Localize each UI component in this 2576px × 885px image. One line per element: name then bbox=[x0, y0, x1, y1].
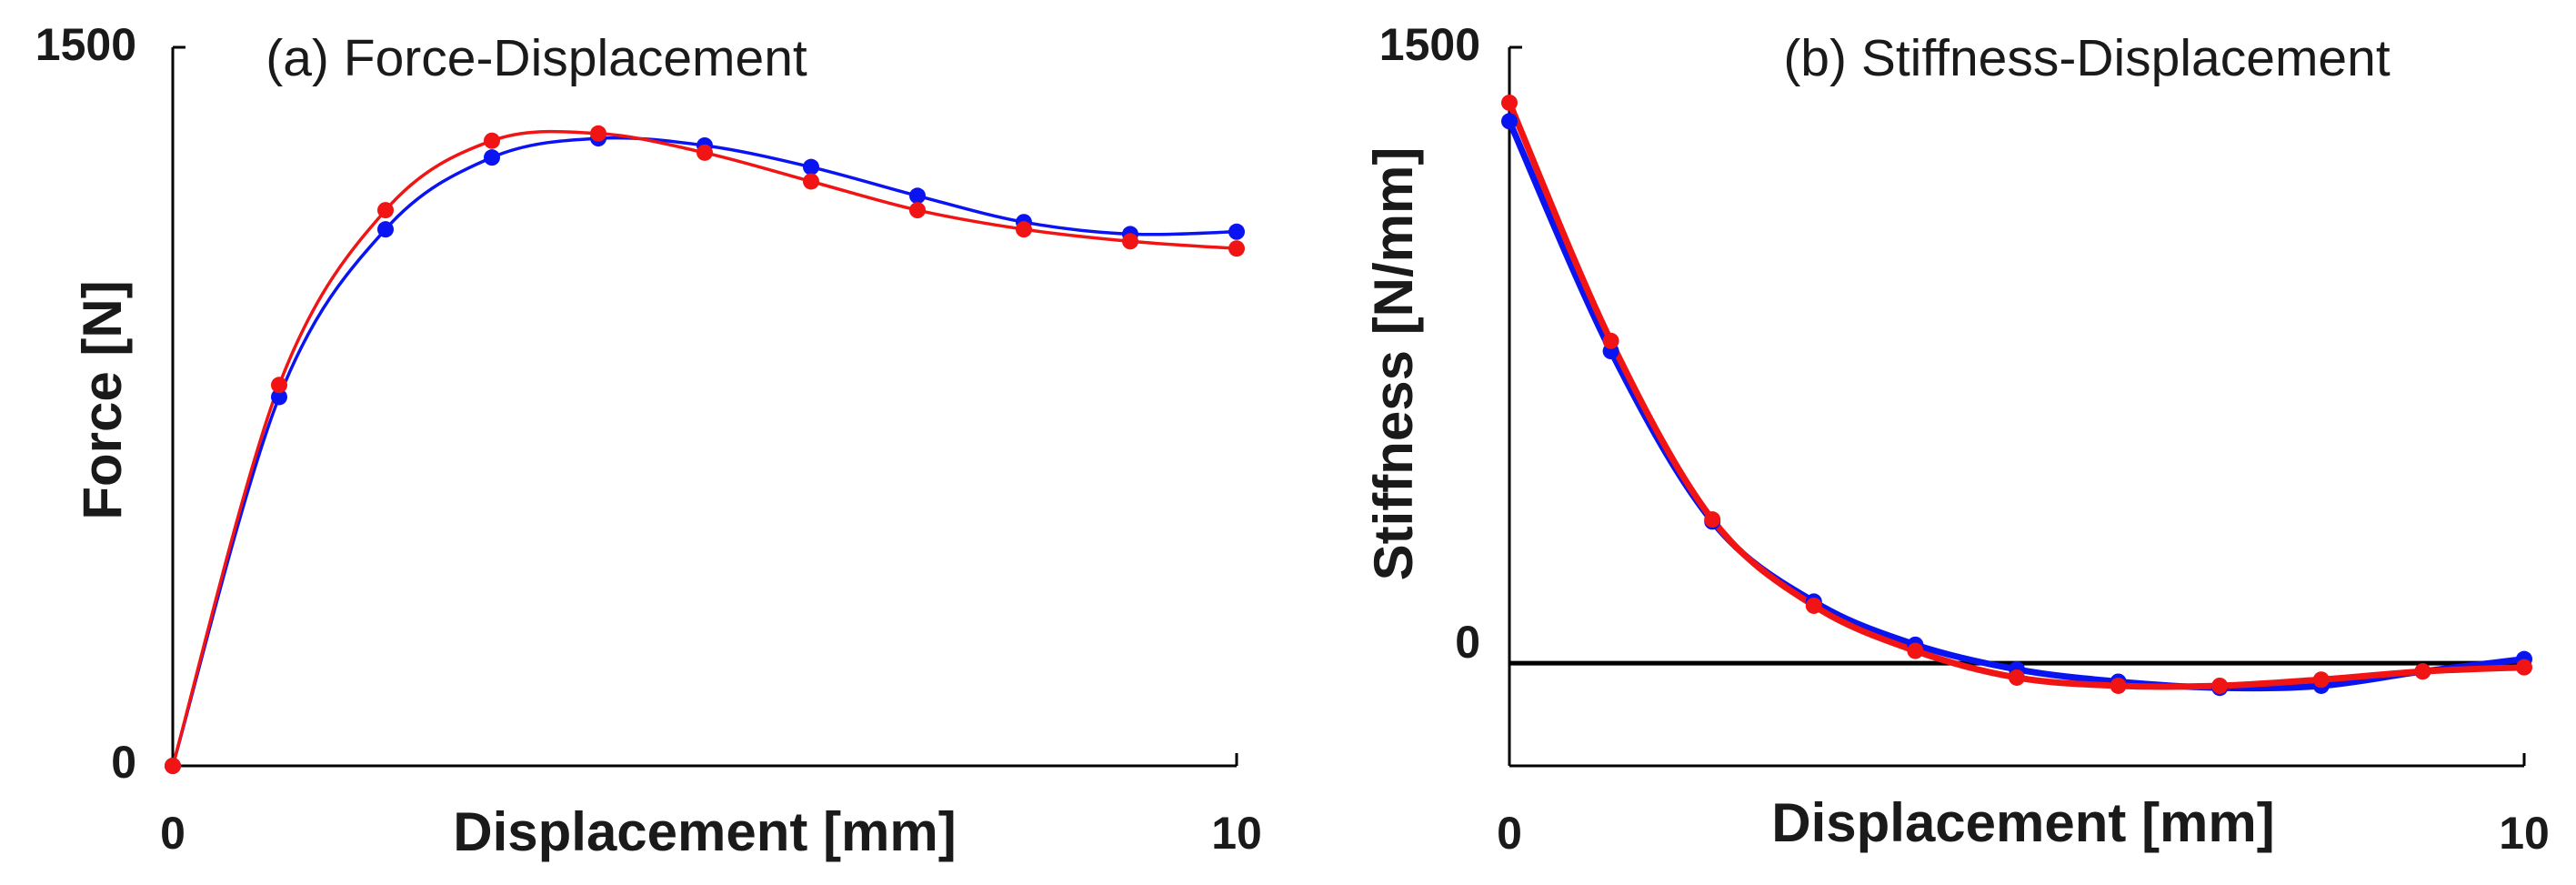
panel-b-series-red-point bbox=[2009, 669, 2025, 686]
panel-a-plot bbox=[165, 45, 1245, 774]
panel-a-xtick-left: 0 bbox=[160, 808, 185, 859]
panel-b-series-blue-line bbox=[1506, 117, 2528, 692]
panel-b-ytick-zero: 0 bbox=[1455, 617, 1480, 668]
panel-a-series-red-line bbox=[171, 129, 1238, 768]
panel-b-series-red-line bbox=[1506, 99, 2528, 690]
panel-b-series-red-point bbox=[2211, 677, 2229, 694]
panel-a-series-blue-point bbox=[1228, 223, 1245, 240]
panel-a-series-blue-point bbox=[377, 221, 394, 238]
panel-b-series-red-point bbox=[2516, 659, 2532, 676]
panel-b-xlabel: Displacement [mm] bbox=[1771, 792, 2274, 853]
panel-b-series-red-point bbox=[1805, 597, 1822, 614]
panel-b-series-red-point bbox=[1907, 642, 1924, 659]
panel-a-series-blue-point bbox=[484, 149, 500, 166]
panel-stiffness-displacement: (b) Stiffness-Displacement 1500 0 0 10 D… bbox=[1363, 19, 2550, 859]
panel-a-series-red-point bbox=[590, 125, 606, 142]
panel-a-series-blue-point bbox=[803, 158, 819, 176]
panel-a-series-blue-line bbox=[171, 136, 1238, 768]
panel-a-series-red-point bbox=[271, 377, 287, 394]
panel-a-series-red-point bbox=[697, 144, 713, 161]
panel-a-series-red-point bbox=[165, 758, 181, 774]
panel-a-series-red-point bbox=[484, 132, 500, 149]
panel-a-series-red-point bbox=[377, 202, 394, 219]
panel-a-series-red-point bbox=[803, 173, 819, 190]
panel-a-ylabel: Force [N] bbox=[72, 280, 133, 519]
panel-b-plot bbox=[1501, 45, 2532, 768]
panel-b-series-red-point bbox=[1501, 94, 1518, 111]
panel-b-xtick-left: 0 bbox=[1497, 808, 1522, 859]
panel-a-title: (a) Force-Displacement bbox=[266, 29, 807, 87]
panel-force-displacement: (a) Force-Displacement 1500 0 0 10 Displ… bbox=[35, 19, 1262, 862]
panel-a-series-red-point bbox=[909, 202, 926, 219]
panel-a-ytick-bottom: 0 bbox=[111, 737, 136, 788]
panel-b-series-red-point bbox=[1704, 511, 1721, 528]
panel-a-ytick-top: 1500 bbox=[35, 19, 136, 70]
panel-a-series-red-point bbox=[1122, 233, 1138, 250]
panel-a-series-blue-point bbox=[271, 388, 287, 406]
panel-b-series-red-point bbox=[2110, 677, 2127, 694]
panel-a-series-red-point bbox=[1228, 240, 1245, 257]
panel-b-series-red-point bbox=[2312, 671, 2330, 689]
panel-a-xlabel: Displacement [mm] bbox=[453, 801, 956, 862]
panel-b-ytick-top: 1500 bbox=[1379, 19, 1480, 70]
panel-b-ylabel: Stiffness [N/mm] bbox=[1363, 147, 1424, 581]
panel-b-xtick-right: 10 bbox=[2499, 808, 2550, 859]
panel-a-series-red-point bbox=[1016, 221, 1032, 238]
panel-a-series-blue-point bbox=[909, 187, 926, 205]
panel-b-series-red-point bbox=[2414, 663, 2431, 680]
panel-b-series-blue-point bbox=[1501, 113, 1518, 130]
panel-b-title: (b) Stiffness-Displacement bbox=[1783, 29, 2391, 87]
panel-a-xtick-right: 10 bbox=[1211, 808, 1262, 859]
panel-b-series-red-point bbox=[1602, 332, 1619, 349]
